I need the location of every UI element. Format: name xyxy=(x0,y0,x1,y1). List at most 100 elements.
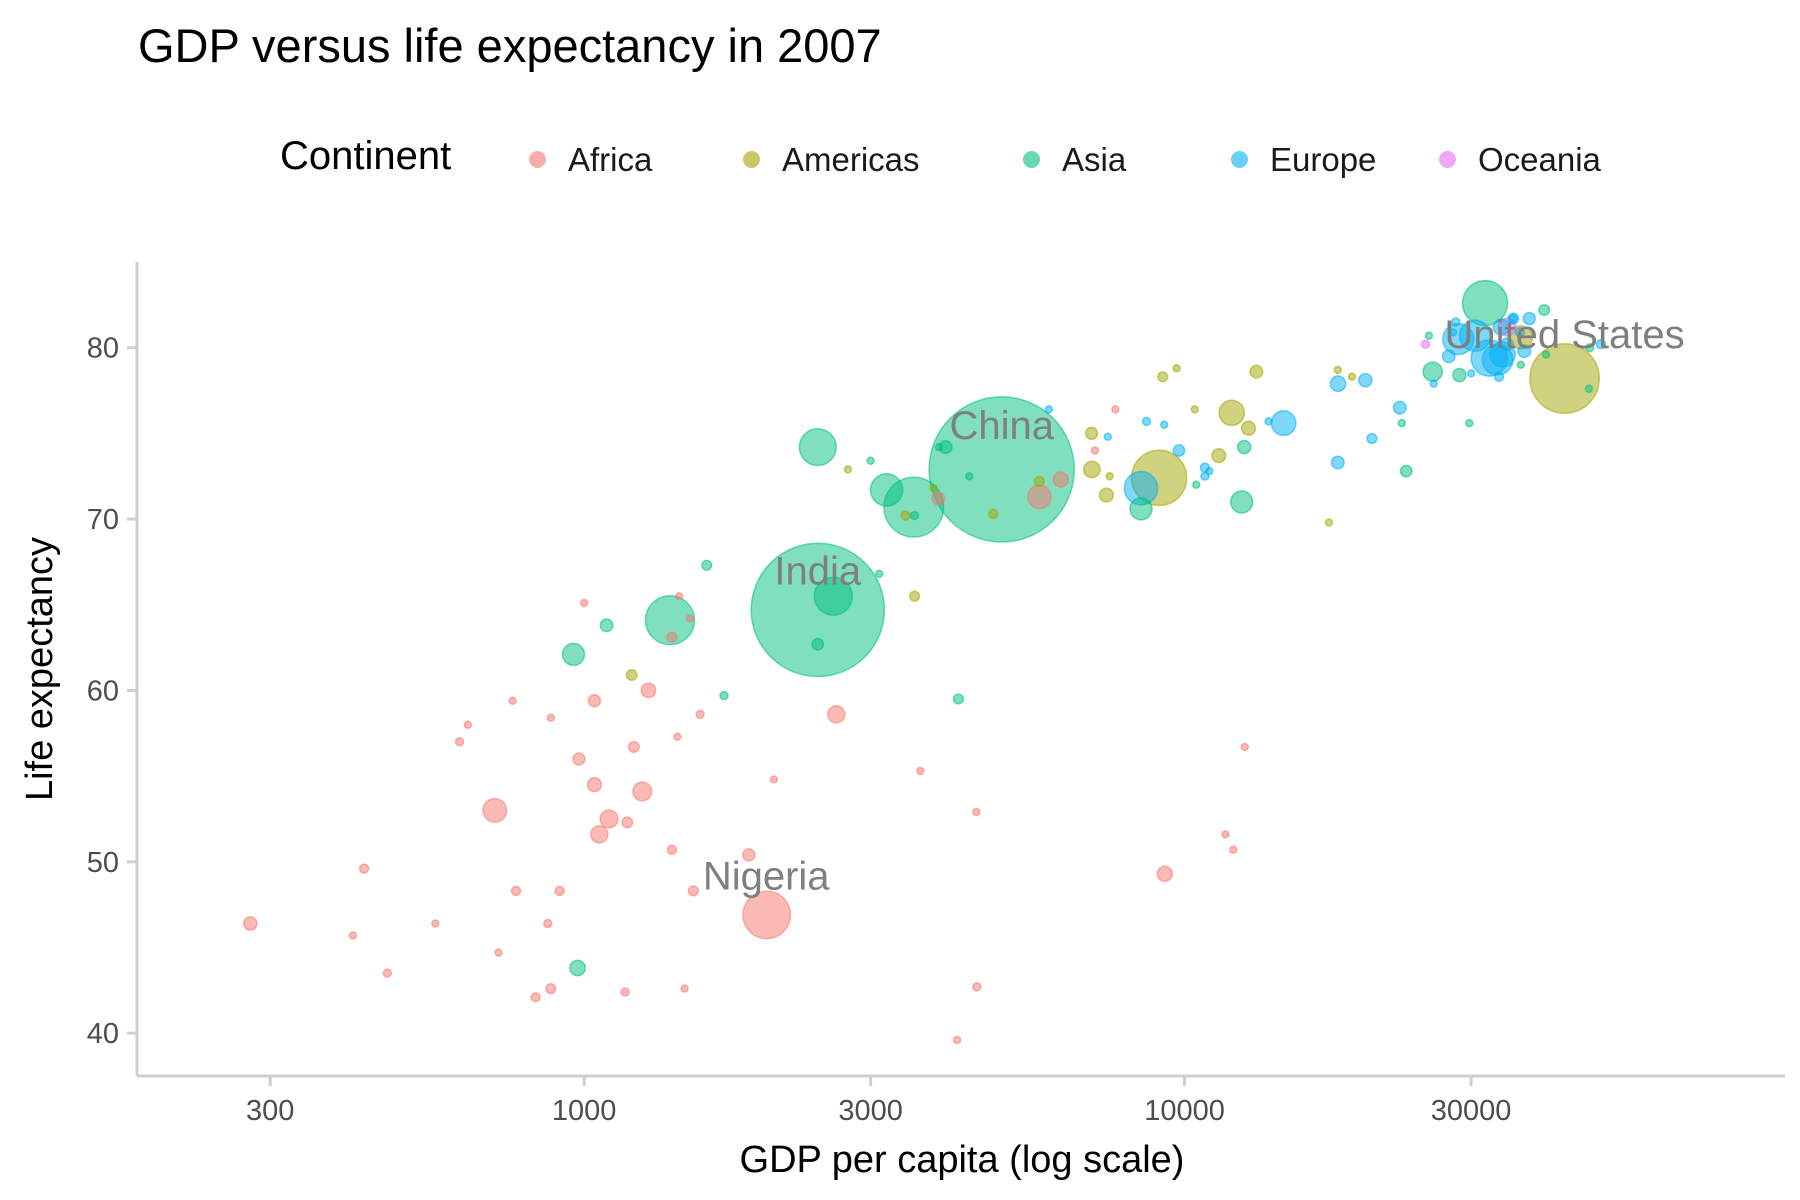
data-point-africa xyxy=(1026,484,1052,510)
data-point-africa xyxy=(1156,865,1174,883)
data-point-europe xyxy=(1103,432,1113,442)
data-point-africa xyxy=(627,740,640,754)
data-point-europe xyxy=(1514,327,1526,338)
data-point-africa xyxy=(463,720,473,729)
y-axis-title: Life expectancy xyxy=(19,537,61,801)
x-tick-label: 3000 xyxy=(838,1095,903,1127)
data-point-africa xyxy=(916,766,925,776)
data-point-africa xyxy=(673,732,682,741)
data-point-africa xyxy=(242,916,258,931)
data-point-asia xyxy=(813,576,854,616)
data-point-asia xyxy=(811,637,825,651)
data-point-oceania xyxy=(1420,339,1431,350)
data-point-africa xyxy=(587,693,602,708)
data-point-africa xyxy=(431,919,440,928)
data-point-africa xyxy=(590,825,609,844)
x-axis-title: GDP per capita (log scale) xyxy=(740,1139,1185,1181)
data-point-americas xyxy=(1240,420,1257,436)
data-point-asia xyxy=(1452,367,1467,383)
data-point-asia xyxy=(798,427,837,467)
data-point-asia xyxy=(1399,464,1413,478)
legend-label-asia: Asia xyxy=(1062,141,1127,178)
data-point-americas xyxy=(1347,372,1357,382)
legend-key-europe xyxy=(1231,151,1248,168)
data-point-americas xyxy=(1529,343,1601,414)
data-point-africa xyxy=(358,863,370,874)
data-point-asia xyxy=(934,442,944,452)
data-point-asia xyxy=(869,473,904,507)
data-point-asia xyxy=(952,693,965,705)
data-point-europe xyxy=(1492,318,1511,336)
y-tick-label: 70 xyxy=(87,504,119,536)
chart-title: GDP versus life expectancy in 2007 xyxy=(138,19,882,72)
data-point-europe xyxy=(1264,417,1273,426)
data-point-africa xyxy=(1240,742,1250,752)
legend-key-oceania xyxy=(1439,151,1456,168)
data-point-europe xyxy=(1270,410,1297,437)
data-point-asia xyxy=(719,690,729,701)
data-point-europe xyxy=(1493,371,1505,383)
data-point-europe xyxy=(1357,372,1373,388)
data-point-africa xyxy=(543,918,553,929)
legend-label-oceania: Oceania xyxy=(1478,141,1601,178)
data-point-americas xyxy=(1084,426,1099,441)
data-point-asia xyxy=(1236,439,1252,455)
data-point-americas xyxy=(900,510,911,521)
data-point-europe xyxy=(1451,317,1461,327)
y-tick-label: 50 xyxy=(87,847,119,879)
data-point-africa xyxy=(666,844,678,856)
legend-label-europe: Europe xyxy=(1270,141,1377,178)
data-point-americas xyxy=(1324,518,1334,527)
data-point-americas xyxy=(1033,475,1046,488)
data-point-asia xyxy=(701,559,713,571)
legend-title: Continent xyxy=(280,134,452,178)
data-point-africa xyxy=(620,987,630,997)
data-point-africa xyxy=(494,948,503,957)
data-point-africa xyxy=(621,816,634,829)
data-point-europe xyxy=(1517,344,1532,359)
data-point-asia xyxy=(599,618,614,633)
data-point-asia xyxy=(561,642,586,667)
data-point-africa xyxy=(530,991,541,1003)
data-point-africa xyxy=(348,931,358,940)
x-tick-label: 30000 xyxy=(1431,1095,1512,1127)
legend: Continent Africa Americas Asia Europe Oc… xyxy=(0,134,1800,184)
data-point-africa xyxy=(685,614,695,623)
data-point-asia xyxy=(1538,303,1551,317)
data-point-africa xyxy=(632,781,653,802)
data-point-africa xyxy=(545,982,557,995)
data-point-africa xyxy=(827,705,846,724)
data-point-americas xyxy=(1157,371,1169,383)
data-point-europe xyxy=(1448,328,1458,337)
x-axis-ticks: 300 1000 3000 10000 30000 xyxy=(246,1076,1511,1127)
data-point-europe xyxy=(1329,375,1347,393)
data-point-asia xyxy=(1424,331,1434,340)
legend-label-africa: Africa xyxy=(568,141,653,178)
data-points xyxy=(242,279,1607,1045)
data-point-africa xyxy=(554,885,565,897)
data-point-asia xyxy=(866,456,875,466)
data-point-europe xyxy=(1595,339,1607,350)
data-point-africa xyxy=(687,885,699,897)
annotations: China India Nigeria United States xyxy=(703,313,1685,899)
data-point-africa xyxy=(586,777,603,793)
data-point-europe xyxy=(1044,405,1054,414)
data-point-africa xyxy=(1111,405,1120,414)
data-point-asia xyxy=(1465,418,1474,428)
data-point-americas xyxy=(1218,399,1246,427)
data-point-africa xyxy=(579,598,589,608)
data-point-americas xyxy=(625,668,638,682)
legend-key-americas xyxy=(743,151,760,168)
annotation-nigeria: Nigeria xyxy=(703,855,830,899)
data-point-europe xyxy=(1159,420,1169,430)
y-tick-label: 40 xyxy=(87,1018,119,1050)
data-point-americas xyxy=(1172,363,1181,373)
data-point-africa xyxy=(680,984,689,993)
data-point-americas xyxy=(843,465,853,474)
data-point-asia xyxy=(1129,497,1153,521)
data-point-africa xyxy=(1052,471,1070,488)
data-point-africa xyxy=(640,682,657,699)
data-point-africa xyxy=(742,848,756,862)
data-point-africa xyxy=(972,807,981,817)
